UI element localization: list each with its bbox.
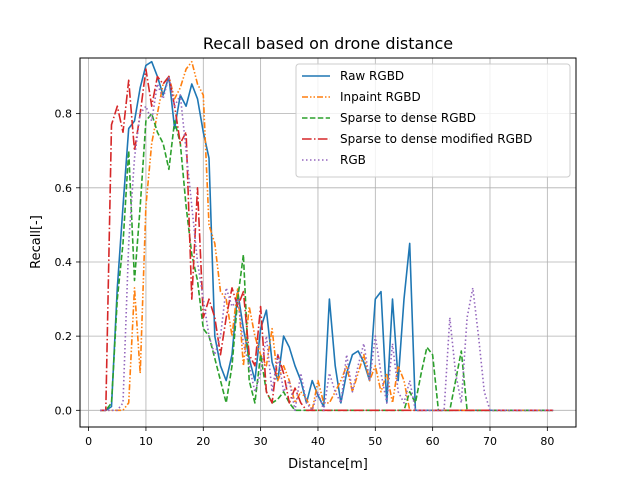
y-axis-label: Recall[-] <box>29 215 44 269</box>
x-tick-label: 80 <box>540 435 554 448</box>
legend-label: Sparse to dense modified RGBD <box>340 132 532 146</box>
x-tick-label: 10 <box>139 435 153 448</box>
chart-title: Recall based on drone distance <box>203 34 453 53</box>
x-tick-label: 60 <box>426 435 440 448</box>
legend: Raw RGBD Inpaint RGBD Sparse to dense RGBD… <box>295 63 571 178</box>
legend-label: Sparse to dense RGBD <box>340 111 476 125</box>
y-tick-label: 0.6 <box>55 182 73 195</box>
x-axis-label: Distance[m] <box>288 457 368 472</box>
axis-ticks: 0 10 20 30 40 50 60 70 80 0.0 0.2 0.4 0.6 0.8 <box>55 108 555 448</box>
legend-label: RGB <box>340 153 366 167</box>
y-tick-label: 0.4 <box>55 256 73 269</box>
legend-label: Inpaint RGBD <box>340 90 421 104</box>
y-tick-label: 0.2 <box>55 330 73 343</box>
series-line-4 <box>100 68 554 412</box>
x-tick-label: 50 <box>368 435 382 448</box>
x-tick-label: 0 <box>85 435 92 448</box>
plot-frame <box>79 57 577 428</box>
legend-box <box>295 63 571 178</box>
x-tick-label: 70 <box>483 435 497 448</box>
plot-lines <box>100 60 554 412</box>
x-tick-label: 30 <box>254 435 268 448</box>
y-tick-label: 0.8 <box>55 108 73 121</box>
legend-label: Raw RGBD <box>340 69 404 83</box>
x-tick-label: 20 <box>196 435 210 448</box>
x-tick-label: 40 <box>311 435 325 448</box>
y-tick-label: 0.0 <box>55 404 73 417</box>
